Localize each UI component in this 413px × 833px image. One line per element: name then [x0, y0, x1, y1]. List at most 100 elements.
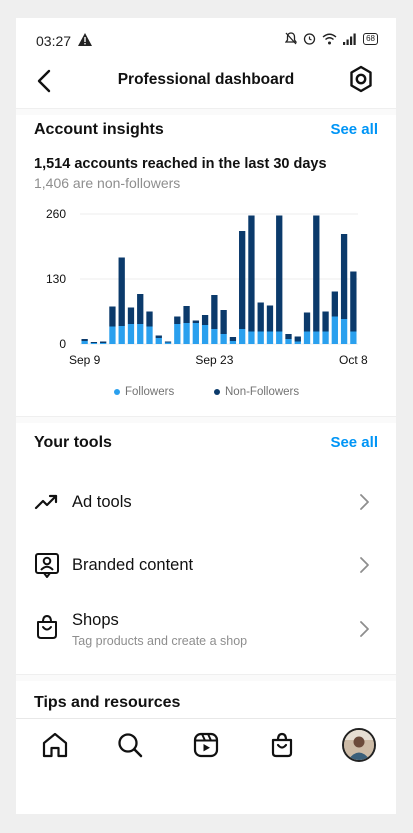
bar-followers — [100, 343, 107, 344]
bar-non-followers — [137, 294, 144, 324]
bar-followers — [201, 325, 209, 344]
bar-non-followers — [118, 257, 125, 326]
bar-non-followers — [192, 320, 199, 323]
bar-non-followers — [220, 310, 227, 334]
tool-ad-tools[interactable]: Ad tools — [16, 474, 396, 530]
bar-non-followers — [303, 312, 311, 332]
divider — [16, 416, 396, 423]
bar-followers — [294, 341, 301, 344]
bar-followers — [81, 341, 88, 344]
divider — [16, 674, 396, 681]
bar-followers — [350, 331, 357, 344]
bar-followers — [146, 326, 153, 344]
bar-followers — [155, 338, 162, 344]
bar-followers — [118, 326, 125, 344]
bar-non-followers — [109, 306, 116, 327]
gear-icon[interactable] — [346, 64, 376, 94]
legend-followers: Followers — [114, 386, 174, 398]
x-tick-label: Sep 9 — [69, 353, 101, 367]
status-time: 03:27 — [36, 33, 72, 49]
your-tools-title: Your tools — [34, 434, 112, 451]
y-tick-label: 130 — [46, 272, 66, 286]
bar-followers — [90, 343, 98, 344]
top-header: Professional dashboard — [16, 62, 396, 108]
bar-non-followers — [257, 302, 264, 332]
bar-non-followers — [350, 271, 357, 332]
alarm-icon — [303, 33, 316, 45]
non-followers-text: 1,406 are non-followers — [34, 175, 181, 191]
home-icon[interactable] — [41, 731, 69, 759]
bar-followers — [340, 319, 348, 344]
bar-followers — [257, 331, 264, 344]
bar-followers — [137, 324, 144, 344]
phone-screen: 03:27 — [16, 18, 396, 814]
bar-non-followers — [229, 337, 237, 341]
bar-followers — [239, 329, 246, 344]
tool-branded-content[interactable]: Branded content — [16, 536, 396, 592]
branded-content-icon — [35, 553, 59, 578]
bar-followers — [211, 329, 218, 344]
bar-non-followers — [164, 341, 172, 343]
x-tick-label: Sep 23 — [195, 353, 233, 367]
bar-followers — [109, 326, 116, 344]
profile-avatar[interactable] — [342, 728, 376, 762]
bar-non-followers — [313, 215, 320, 332]
tool-shops[interactable]: Shops Tag products and create a shop — [16, 600, 396, 662]
status-icons: 68 — [285, 32, 378, 45]
reels-icon[interactable] — [192, 731, 220, 759]
back-arrow-icon[interactable] — [32, 66, 60, 96]
legend-label-non-followers: Non-Followers — [225, 386, 300, 398]
bar-followers — [285, 339, 292, 344]
bar-non-followers — [174, 316, 181, 324]
legend-non-followers: Non-Followers — [214, 386, 299, 398]
shopping-bag-icon — [37, 614, 57, 639]
bar-followers — [229, 341, 237, 344]
accounts-reached-text: 1,514 accounts reached in the last 30 da… — [34, 156, 327, 172]
insights-see-all-link[interactable]: See all — [330, 121, 378, 138]
status-bar: 03:27 — [16, 18, 396, 62]
bar-followers — [313, 331, 320, 344]
shop-icon[interactable] — [268, 731, 296, 759]
bar-non-followers — [146, 311, 153, 327]
chevron-right-icon — [360, 621, 369, 637]
legend-dot-followers — [114, 389, 120, 395]
bar-non-followers — [81, 339, 88, 341]
bar-non-followers — [183, 306, 190, 323]
bar-non-followers — [340, 234, 348, 319]
search-icon[interactable] — [116, 731, 144, 759]
tool-label: Ad tools — [72, 493, 132, 511]
bar-followers — [303, 331, 311, 344]
chevron-right-icon — [360, 557, 369, 573]
bar-followers — [164, 342, 172, 344]
tools-see-all-link[interactable]: See all — [330, 434, 378, 451]
bar-non-followers — [322, 311, 329, 332]
bar-non-followers — [331, 291, 338, 317]
avatar-image-icon — [344, 730, 374, 760]
legend-dot-non-followers — [214, 389, 220, 395]
x-tick-label: Oct 8 — [339, 353, 368, 367]
signal-icon — [343, 33, 356, 45]
bar-followers — [322, 331, 329, 344]
battery-level: 68 — [363, 32, 378, 45]
bar-non-followers — [276, 215, 283, 332]
bar-followers — [276, 331, 283, 344]
warning-icon — [78, 33, 92, 46]
bar-non-followers — [285, 334, 292, 339]
bar-non-followers — [201, 315, 209, 325]
bar-non-followers — [211, 295, 218, 329]
account-insights-title: Account insights — [34, 121, 164, 138]
bar-non-followers — [294, 336, 301, 342]
bar-followers — [220, 334, 227, 344]
bar-followers — [266, 331, 274, 344]
tool-label: Shops — [72, 611, 119, 629]
bar-followers — [248, 331, 255, 344]
bar-non-followers — [127, 307, 135, 324]
tips-and-resources-title: Tips and resources — [34, 694, 181, 711]
bar-followers — [127, 324, 135, 344]
mute-notifications-icon — [285, 32, 298, 45]
bar-non-followers — [248, 215, 255, 332]
bar-non-followers — [239, 231, 246, 329]
tool-label: Branded content — [72, 556, 194, 574]
bar-followers — [183, 323, 190, 344]
